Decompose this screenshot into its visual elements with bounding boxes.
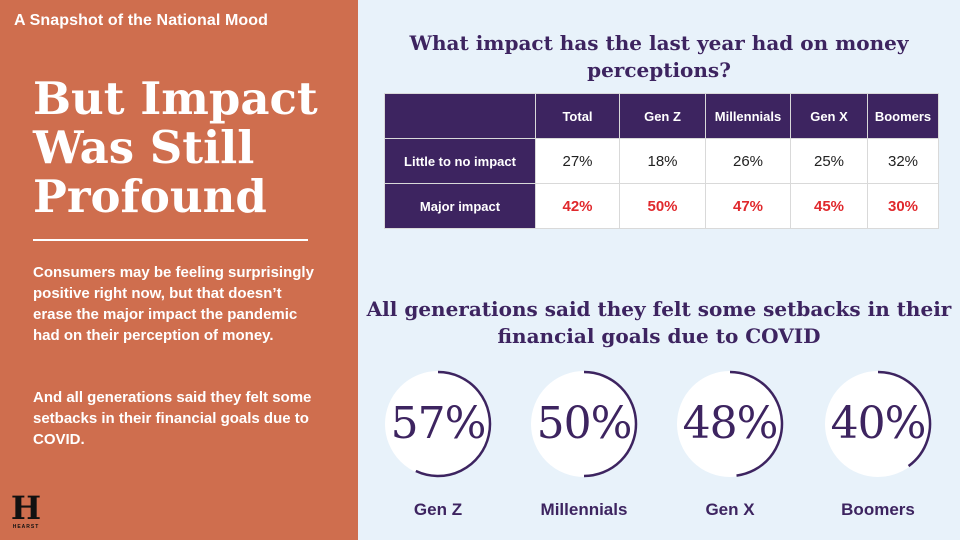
donut-boomers: 40% [823, 369, 933, 479]
impact-table: Total Gen Z Millennials Gen X Boomers Li… [384, 93, 939, 229]
donut-svg [825, 370, 932, 477]
donut-category-label: Gen X [705, 500, 755, 519]
donut-gen-z: 57% [383, 369, 493, 479]
table-header-cell: Total [535, 93, 620, 139]
row-label: Major impact [384, 183, 536, 229]
donut-value-label: 50% [536, 398, 633, 449]
table-cell: 30% [867, 183, 939, 229]
headline-line: Profound [33, 170, 267, 223]
donut-arc-gen-x [729, 370, 784, 477]
donut-value-label: 57% [390, 398, 487, 449]
table-cell: 42% [535, 183, 620, 229]
headline-line: But Impact [33, 72, 318, 125]
table-row: Little to no impact 27% 18% 26% 25% 32% [384, 138, 939, 184]
table-header-cell: Gen X [790, 93, 868, 139]
table-cell: 32% [867, 138, 939, 184]
donut-svg [677, 370, 784, 477]
donut-gen-x: 48% [675, 369, 785, 479]
donut-svg [385, 370, 492, 478]
logo-wordmark: HEARST [12, 524, 40, 530]
kicker-title: A Snapshot of the National Mood [14, 12, 269, 29]
right-panel: What impact has the last year had on mon… [358, 0, 960, 540]
body-paragraph-2: And all generations said they felt some … [33, 389, 312, 448]
table-cell: 18% [619, 138, 706, 184]
table-cell: 25% [790, 138, 868, 184]
left-panel: A Snapshot of the National Mood But Impa… [0, 0, 358, 540]
donut-category-label: Gen Z [413, 500, 463, 519]
table-row: Major impact 42% 50% 47% 45% 30% [384, 183, 939, 229]
headline: But Impact Was Still Profound [33, 74, 343, 221]
table-cell: 45% [790, 183, 868, 229]
table-title: What impact has the last year had on mon… [409, 31, 909, 82]
table-cell: 26% [705, 138, 791, 184]
donut-arc-boomers [877, 370, 932, 468]
hearst-logo: H HEARST [10, 492, 42, 532]
donut-category-label: Boomers [841, 500, 915, 519]
table-header-cell [384, 93, 536, 139]
divider [33, 239, 308, 241]
donut-svg [531, 370, 638, 478]
row-label: Little to no impact [384, 138, 536, 184]
donut-arc-gen-z [415, 370, 492, 478]
donut-value-label: 48% [682, 398, 779, 449]
donut-value-label: 40% [830, 398, 927, 449]
donut-millennials: 50% [529, 369, 639, 479]
headline-line: Was Still [33, 121, 255, 174]
logo-mark: H [10, 489, 42, 527]
body-paragraph-1: Consumers may be feeling surprisingly po… [33, 264, 314, 344]
table-cell: 47% [705, 183, 791, 229]
table-header-row: Total Gen Z Millennials Gen X Boomers [384, 93, 939, 139]
donut-section-title: All generations said they felt some setb… [366, 297, 952, 348]
donut-category-label: Millennials [540, 500, 628, 519]
table-header-cell: Gen Z [619, 93, 706, 139]
table-cell: 50% [619, 183, 706, 229]
table-header-cell: Boomers [867, 93, 939, 139]
table-cell: 27% [535, 138, 620, 184]
table-header-cell: Millennials [705, 93, 791, 139]
donut-arc-millennials [583, 370, 638, 478]
